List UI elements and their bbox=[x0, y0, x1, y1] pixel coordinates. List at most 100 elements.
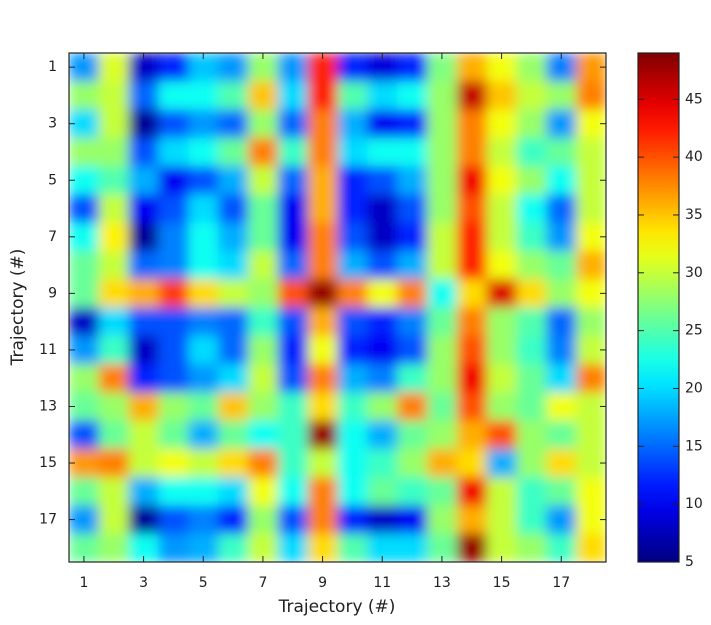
colorbar-tick-label: 35 bbox=[685, 207, 703, 223]
heatmap-cell bbox=[158, 166, 189, 195]
heatmap-cell bbox=[337, 364, 368, 393]
colorbar-tick-label: 15 bbox=[685, 438, 703, 454]
heatmap-cell bbox=[516, 279, 547, 308]
heatmap-cell bbox=[397, 335, 428, 365]
heatmap-cell bbox=[218, 420, 249, 450]
heatmap-cell bbox=[98, 477, 130, 506]
heatmap-cell bbox=[307, 392, 338, 422]
heatmap-cell bbox=[69, 477, 100, 506]
heatmap-cell bbox=[158, 477, 189, 506]
heatmap-cell bbox=[277, 335, 309, 365]
heatmap-cell bbox=[128, 477, 159, 506]
y-axis-label: Trajectory (#) bbox=[8, 249, 28, 367]
heatmap-cell bbox=[307, 222, 338, 252]
heatmap-cell bbox=[367, 109, 398, 139]
heatmap-cell bbox=[456, 81, 488, 111]
heatmap-cell bbox=[367, 392, 398, 422]
heatmap-cell bbox=[456, 166, 488, 195]
heatmap-cell bbox=[307, 505, 338, 535]
heatmap-cell bbox=[397, 448, 428, 478]
heatmap-cell bbox=[486, 477, 517, 506]
x-tick-label: 3 bbox=[139, 575, 148, 591]
heatmap-cell bbox=[397, 420, 428, 450]
heatmap-cell bbox=[188, 194, 219, 224]
heatmap-cell bbox=[367, 448, 398, 478]
heatmap-cell bbox=[427, 250, 458, 280]
heatmap-cell bbox=[427, 335, 458, 365]
heatmap-cell bbox=[397, 81, 428, 111]
heatmap-cell bbox=[516, 137, 547, 167]
heatmap-cell bbox=[69, 137, 100, 167]
colorbar-tick-label: 40 bbox=[685, 149, 703, 165]
heatmap-cell bbox=[516, 250, 547, 280]
heatmap-cell bbox=[188, 505, 219, 535]
heatmap-cell bbox=[397, 392, 428, 422]
heatmap-cell bbox=[277, 222, 309, 252]
heatmap-cell bbox=[128, 194, 159, 224]
heatmap-cell bbox=[576, 533, 606, 562]
heatmap-cell bbox=[69, 81, 100, 111]
heatmap-cell bbox=[277, 194, 309, 224]
heatmap-cell bbox=[397, 194, 428, 224]
heatmap-cell bbox=[337, 420, 368, 450]
heatmap-cell bbox=[397, 250, 428, 280]
heatmap-cell bbox=[307, 194, 338, 224]
heatmap-cell bbox=[486, 250, 517, 280]
heatmap-cell bbox=[307, 279, 338, 308]
heatmap-cell bbox=[188, 137, 219, 167]
heatmap-cell bbox=[546, 505, 577, 535]
heatmap-cell bbox=[188, 307, 219, 337]
heatmap-cell bbox=[277, 166, 309, 195]
heatmap-cell bbox=[427, 477, 458, 506]
heatmap-cell bbox=[576, 250, 606, 280]
heatmap-cell bbox=[367, 420, 398, 450]
heatmap-cell bbox=[218, 307, 249, 337]
y-tick-label: 5 bbox=[48, 172, 57, 188]
heatmap-cell bbox=[367, 505, 398, 535]
heatmap-cell bbox=[188, 166, 219, 195]
heatmap-cell bbox=[397, 137, 428, 167]
heatmap-cell bbox=[158, 109, 189, 139]
colorbar-tick-label: 25 bbox=[685, 323, 703, 339]
heatmap-cell bbox=[486, 448, 517, 478]
heatmap-cell bbox=[486, 81, 517, 111]
heatmap-cell bbox=[277, 392, 309, 422]
heatmap-cell bbox=[277, 477, 309, 506]
heatmap-cell bbox=[98, 448, 130, 478]
heatmap-cell bbox=[337, 137, 368, 167]
heatmap-cell bbox=[307, 109, 338, 139]
heatmap-cell bbox=[427, 505, 458, 535]
heatmap-cell bbox=[248, 250, 279, 280]
heatmap-cell bbox=[248, 194, 279, 224]
heatmap-cell bbox=[98, 364, 130, 393]
heatmap-cell bbox=[218, 137, 249, 167]
heatmap-cell bbox=[128, 222, 159, 252]
heatmap-cell bbox=[277, 279, 309, 308]
heatmap-cell bbox=[516, 448, 547, 478]
heatmap-cell bbox=[218, 392, 249, 422]
heatmap-cell bbox=[486, 166, 517, 195]
heatmap-cell bbox=[516, 335, 547, 365]
heatmap-cell bbox=[546, 250, 577, 280]
heatmap-cell bbox=[367, 364, 398, 393]
heatmap-cell bbox=[397, 533, 428, 562]
heatmap-cell bbox=[427, 448, 458, 478]
heatmap-cell bbox=[307, 448, 338, 478]
heatmap-cell bbox=[98, 392, 130, 422]
heatmap-cell bbox=[486, 279, 517, 308]
heatmap-cell bbox=[337, 335, 368, 365]
heatmap-cell bbox=[218, 335, 249, 365]
heatmap-cell bbox=[158, 364, 189, 393]
heatmap-cell bbox=[69, 307, 100, 337]
plot-frame bbox=[68, 52, 607, 563]
heatmap-cell bbox=[128, 307, 159, 337]
heatmap-cell bbox=[486, 194, 517, 224]
heatmap-cell bbox=[277, 137, 309, 167]
heatmap-cell bbox=[218, 166, 249, 195]
heatmap-cell bbox=[397, 505, 428, 535]
heatmap-cell bbox=[486, 307, 517, 337]
heatmap-cell bbox=[576, 307, 606, 337]
heatmap-cell bbox=[307, 137, 338, 167]
heatmap-cell bbox=[427, 279, 458, 308]
heatmap-cell bbox=[98, 109, 130, 139]
